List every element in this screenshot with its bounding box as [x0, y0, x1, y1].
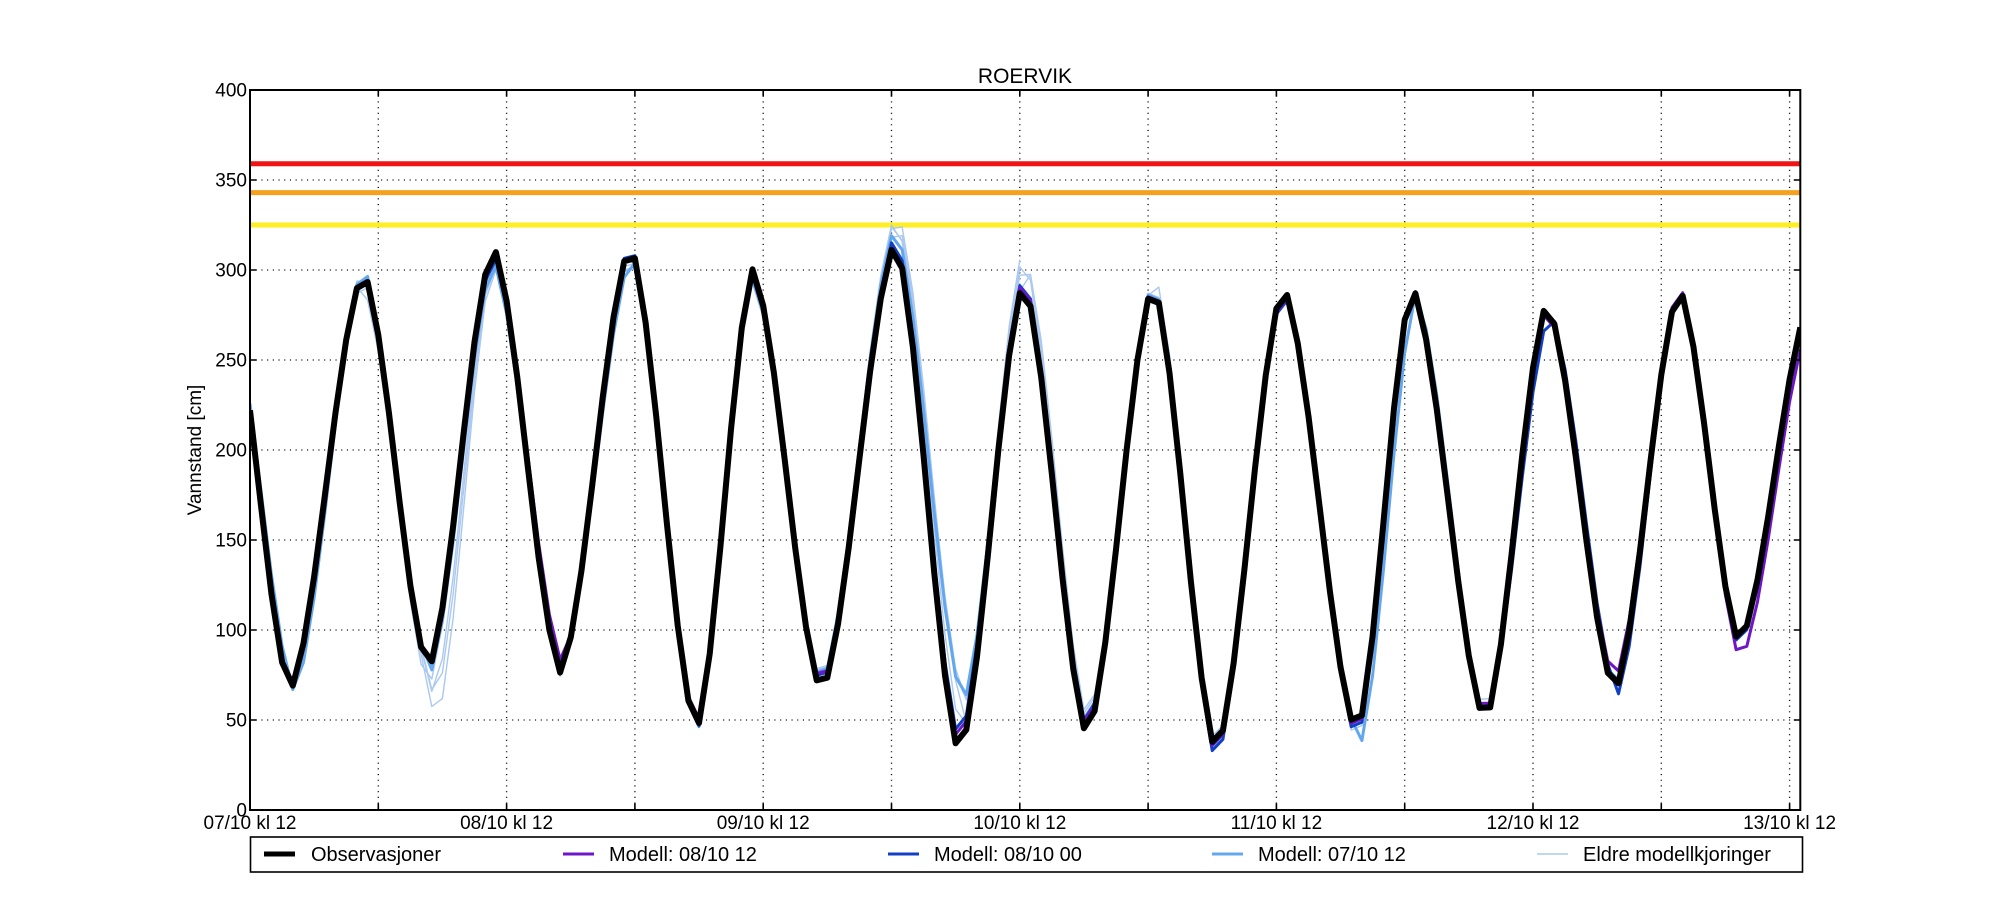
svg-text:50: 50: [226, 711, 247, 732]
svg-text:10/10 kl 12: 10/10 kl 12: [973, 813, 1066, 834]
svg-text:11/10 kl 12: 11/10 kl 12: [1231, 813, 1323, 834]
svg-text:Modell: 08/10 12: Modell: 08/10 12: [609, 844, 757, 866]
svg-text:Vannstand [cm]: Vannstand [cm]: [185, 385, 206, 516]
svg-text:ROERVIK: ROERVIK: [978, 65, 1072, 88]
svg-text:0: 0: [236, 801, 247, 822]
svg-text:12/10 kl 12: 12/10 kl 12: [1487, 813, 1580, 834]
svg-text:100: 100: [215, 621, 247, 642]
svg-text:300: 300: [215, 261, 247, 282]
svg-text:350: 350: [215, 171, 247, 192]
svg-text:400: 400: [215, 81, 247, 102]
svg-text:07/10 kl 12: 07/10 kl 12: [204, 813, 297, 834]
svg-text:08/10 kl 12: 08/10 kl 12: [460, 813, 553, 834]
svg-text:Modell: 07/10 12: Modell: 07/10 12: [1258, 844, 1406, 866]
svg-text:200: 200: [215, 441, 247, 462]
svg-text:Observasjoner: Observasjoner: [311, 844, 441, 866]
svg-text:09/10 kl 12: 09/10 kl 12: [717, 813, 810, 834]
svg-text:250: 250: [215, 351, 247, 372]
svg-text:Eldre modellkjoringer: Eldre modellkjoringer: [1583, 844, 1771, 866]
svg-text:13/10 kl 12: 13/10 kl 12: [1743, 813, 1836, 834]
svg-text:150: 150: [215, 531, 247, 552]
svg-text:Modell: 08/10 00: Modell: 08/10 00: [934, 844, 1082, 866]
